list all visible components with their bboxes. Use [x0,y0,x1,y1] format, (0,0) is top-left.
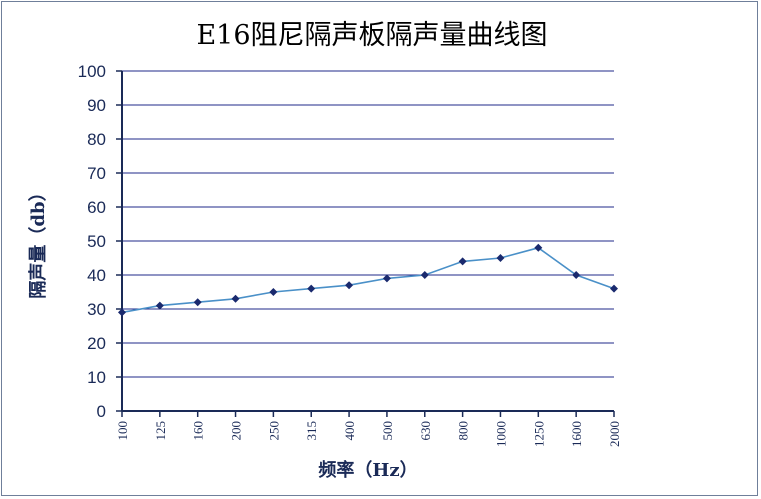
x-tick-label: 100 [115,421,130,441]
y-tick-label: 80 [87,130,106,149]
grid-lines [116,70,614,412]
data-point [231,294,240,303]
y-tick-label: 30 [87,300,106,319]
data-point [420,271,429,279]
data-point [269,288,278,296]
x-tick-label: 125 [153,421,168,441]
x-tick-label: 250 [266,421,281,441]
data-point [345,281,354,290]
y-tick-label: 70 [87,164,106,183]
x-tick-label: 2000 [607,421,622,447]
x-tick-label: 400 [342,421,357,441]
x-tick-label: 630 [418,421,433,441]
x-axis-title: 频率（Hz） [318,459,417,481]
x-tick-label: 1250 [531,421,546,447]
data-point [458,257,467,266]
y-tick-label: 100 [78,62,106,81]
x-tick-label: 500 [380,421,395,441]
series-line [121,246,615,314]
x-tick-label: 160 [191,421,206,441]
axes [121,71,615,417]
x-tick-label: 315 [304,421,319,441]
data-point [534,243,543,252]
y-tick-label: 60 [87,198,106,217]
data-point [193,298,202,307]
y-tick-label: 90 [87,96,106,115]
chart-title: E16阻尼隔声板隔声量曲线图 [196,20,547,51]
y-tick-label: 40 [87,266,106,285]
x-tick-label: 1600 [569,421,584,447]
y-tick-labels: 0 10 20 30 40 50 60 70 80 90 100 [78,62,106,421]
data-point [572,271,581,279]
y-tick-label: 20 [87,334,106,353]
x-tick-label: 800 [456,421,471,441]
y-tick-label: 50 [87,232,106,251]
y-tick-label: 10 [87,368,106,387]
data-point [610,284,618,293]
x-tick-label: 200 [229,421,244,441]
x-tick-label: 1000 [493,421,508,447]
data-point [155,301,164,310]
x-tick-labels: 100 125 160 200 250 315 400 500 630 800 1000 1250 16… [115,421,622,447]
data-point [118,308,126,317]
y-tick-label: 0 [97,402,106,421]
data-point [307,284,316,293]
y-axis-title: 隔声量（db） [27,183,49,298]
data-point [382,274,391,283]
data-point [496,254,505,262]
series [118,243,618,317]
